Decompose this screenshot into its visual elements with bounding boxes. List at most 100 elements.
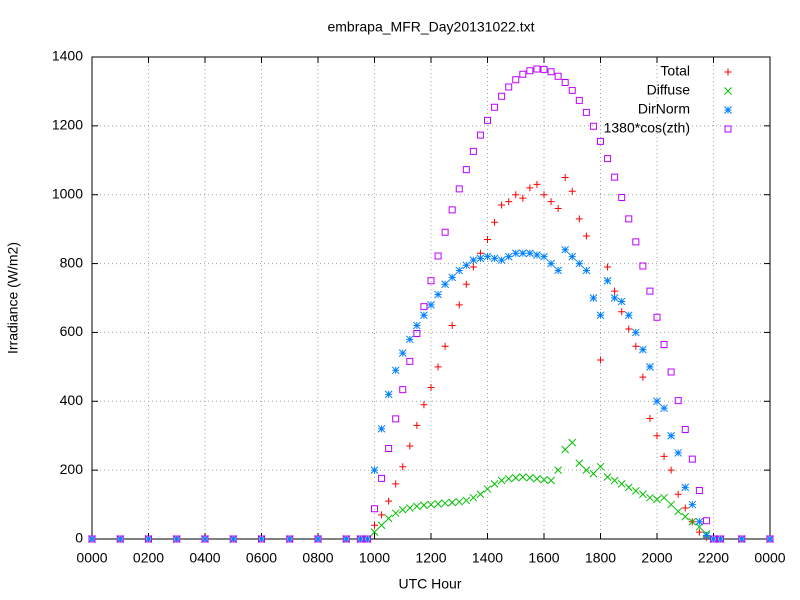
point (518, 249, 527, 258)
point (702, 517, 710, 525)
point (554, 466, 562, 474)
point (540, 65, 548, 73)
point (646, 287, 654, 295)
legend-label: 1380*cos(zth) (604, 120, 690, 136)
point (427, 277, 435, 285)
point (448, 322, 456, 330)
point (561, 445, 570, 454)
y-tick-label: 200 (60, 461, 84, 477)
point (766, 535, 774, 543)
point (518, 473, 527, 481)
point (674, 490, 682, 498)
point (582, 232, 590, 240)
point (448, 206, 456, 214)
point (497, 476, 506, 485)
point (639, 262, 647, 270)
x-tick-label: 1600 (528, 550, 559, 566)
point (363, 535, 372, 543)
point (568, 86, 576, 94)
point (632, 238, 640, 246)
legend-marker (724, 87, 732, 95)
point (434, 290, 442, 299)
point (596, 311, 605, 320)
x-tick-label: 0400 (189, 550, 220, 566)
point (484, 116, 491, 124)
point (582, 266, 591, 275)
point (610, 476, 619, 485)
point (766, 535, 774, 543)
point (363, 535, 371, 543)
point (448, 273, 457, 282)
point (229, 535, 238, 543)
point (173, 535, 181, 543)
point (617, 480, 626, 488)
point (526, 249, 534, 258)
point (462, 280, 470, 288)
point (377, 521, 386, 530)
point (427, 301, 435, 309)
point (88, 535, 96, 543)
point (589, 122, 597, 130)
legend-label: Diffuse (647, 82, 691, 98)
point (462, 496, 471, 505)
point (455, 185, 463, 193)
point (582, 108, 590, 116)
point (631, 486, 640, 495)
x-tick-label: 1200 (415, 550, 446, 566)
point (547, 198, 555, 206)
point (371, 521, 378, 529)
point (624, 311, 633, 320)
point (653, 313, 661, 321)
point (314, 535, 322, 543)
point (356, 535, 364, 543)
point (575, 215, 583, 223)
point (505, 83, 513, 91)
point (378, 474, 386, 482)
point (533, 180, 541, 188)
point (533, 251, 541, 259)
point (617, 297, 626, 306)
point (88, 535, 96, 543)
point (144, 535, 153, 543)
point (145, 535, 152, 543)
point (681, 512, 690, 521)
point (385, 444, 393, 452)
point (229, 535, 237, 543)
point (405, 504, 414, 512)
point (611, 287, 619, 295)
point (406, 442, 414, 450)
point (717, 535, 725, 543)
point (511, 249, 520, 258)
point (540, 475, 548, 484)
point (511, 473, 520, 482)
point (660, 340, 668, 348)
point (455, 301, 463, 309)
point (526, 67, 534, 75)
point (738, 535, 746, 543)
point (695, 517, 704, 526)
point (597, 356, 604, 364)
point (491, 218, 499, 226)
point (561, 174, 569, 181)
point (660, 452, 668, 460)
point (554, 72, 562, 80)
point (201, 535, 209, 543)
point (286, 535, 294, 543)
point (371, 505, 378, 513)
point (660, 404, 668, 413)
x-tick-label: 1400 (472, 550, 503, 566)
point (688, 455, 696, 463)
point (285, 535, 294, 543)
point (653, 432, 661, 440)
point (610, 294, 619, 302)
point (413, 421, 421, 429)
point (413, 502, 421, 511)
point (116, 535, 124, 543)
point (483, 485, 492, 493)
point (314, 535, 322, 543)
point (392, 415, 400, 423)
point (490, 254, 499, 263)
x-tick-label: 0800 (302, 550, 333, 566)
